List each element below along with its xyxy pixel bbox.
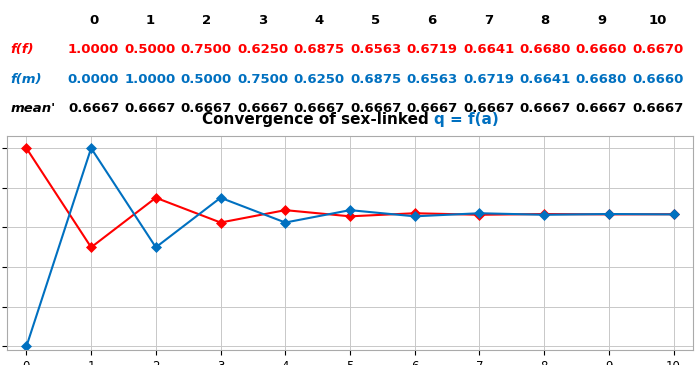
Text: 1: 1	[146, 14, 155, 27]
Text: 0.6641: 0.6641	[519, 73, 570, 85]
Text: 0.6667: 0.6667	[125, 102, 176, 115]
Text: 0.6667: 0.6667	[407, 102, 458, 115]
Text: 0.6875: 0.6875	[350, 73, 401, 85]
Text: mean': mean'	[10, 102, 55, 115]
Text: 0.6719: 0.6719	[463, 73, 514, 85]
Text: f(m): f(m)	[10, 73, 42, 85]
Text: 0.7500: 0.7500	[237, 73, 288, 85]
Text: 0.6667: 0.6667	[632, 102, 683, 115]
Text: 0.6670: 0.6670	[632, 43, 683, 56]
Text: 0.6660: 0.6660	[576, 43, 627, 56]
Text: 0.6660: 0.6660	[632, 73, 684, 85]
Text: 8: 8	[540, 14, 550, 27]
Text: 0.6667: 0.6667	[350, 102, 401, 115]
Text: Convergence of sex-linked: Convergence of sex-linked	[202, 112, 433, 127]
Text: 0.7500: 0.7500	[181, 43, 232, 56]
Text: 0.6563: 0.6563	[407, 73, 458, 85]
Text: f(f): f(f)	[10, 43, 34, 56]
Text: 0.5000: 0.5000	[125, 43, 176, 56]
Text: 10: 10	[649, 14, 667, 27]
Text: 0.0000: 0.0000	[68, 73, 119, 85]
Text: 0.6667: 0.6667	[237, 102, 288, 115]
Text: 0.6667: 0.6667	[519, 102, 570, 115]
Text: 0: 0	[89, 14, 98, 27]
Text: 0.6875: 0.6875	[294, 43, 345, 56]
Text: 0.6667: 0.6667	[181, 102, 232, 115]
Text: 0.5000: 0.5000	[181, 73, 232, 85]
Text: 2: 2	[202, 14, 211, 27]
Text: 0.6667: 0.6667	[463, 102, 514, 115]
Text: 3: 3	[258, 14, 267, 27]
Text: 0.6641: 0.6641	[463, 43, 514, 56]
Text: 0.6667: 0.6667	[576, 102, 627, 115]
Text: 0.6680: 0.6680	[519, 43, 570, 56]
Text: 0.6250: 0.6250	[294, 73, 345, 85]
Text: 1.0000: 1.0000	[125, 73, 176, 85]
Text: 0.6680: 0.6680	[576, 73, 627, 85]
Text: 0.6667: 0.6667	[294, 102, 345, 115]
Text: 0.6250: 0.6250	[237, 43, 288, 56]
Text: 6: 6	[428, 14, 437, 27]
Text: 9: 9	[597, 14, 606, 27]
Text: 0.6719: 0.6719	[407, 43, 458, 56]
Text: 0.6563: 0.6563	[350, 43, 401, 56]
Text: q = f(a): q = f(a)	[433, 112, 498, 127]
Text: 7: 7	[484, 14, 494, 27]
Text: 5: 5	[371, 14, 380, 27]
Text: 0.6667: 0.6667	[68, 102, 119, 115]
Text: 4: 4	[315, 14, 324, 27]
Text: 1.0000: 1.0000	[68, 43, 119, 56]
